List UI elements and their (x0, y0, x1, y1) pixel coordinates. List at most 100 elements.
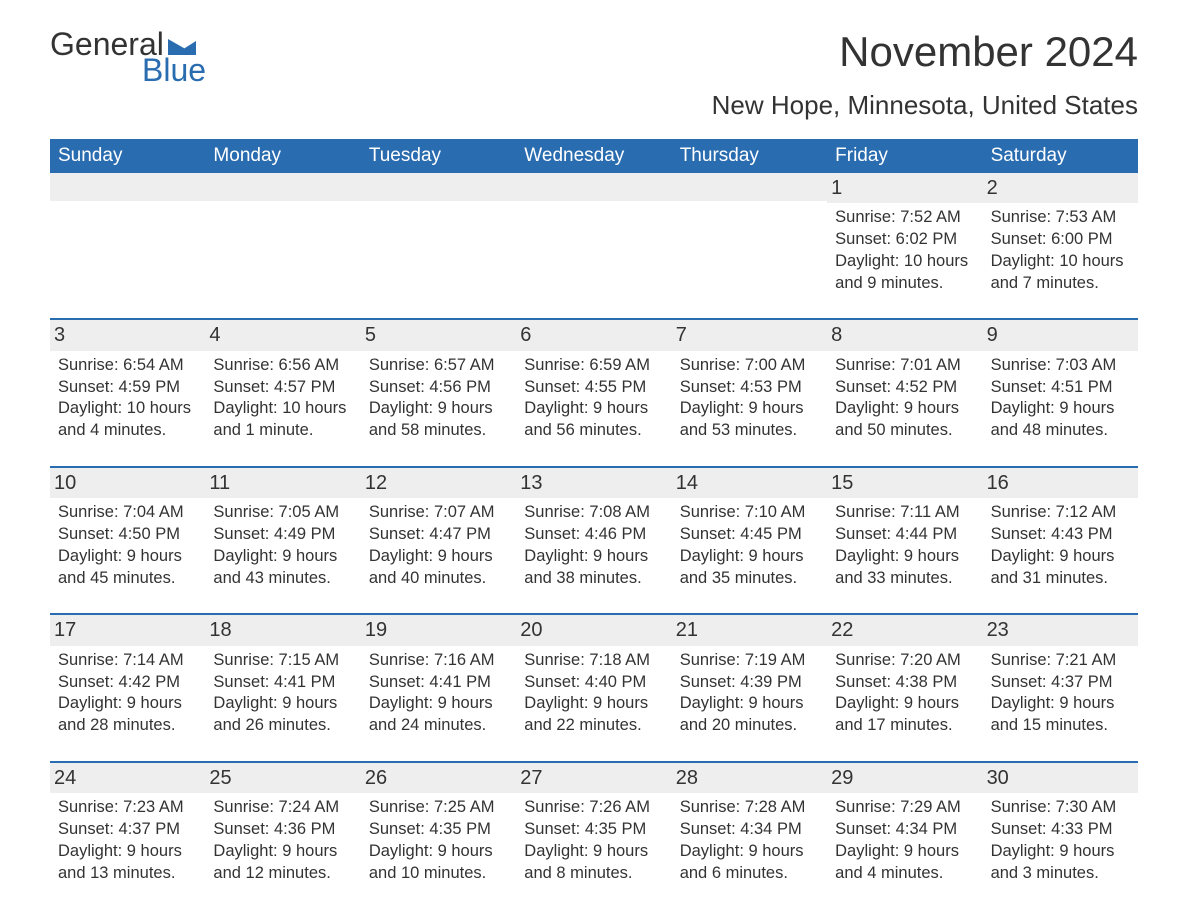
day-number: 23 (983, 615, 1138, 645)
sunset-text: Sunset: 4:44 PM (835, 524, 976, 546)
day-detail: Sunrise: 7:24 AMSunset: 4:36 PMDaylight:… (211, 797, 354, 884)
sunset-text: Sunset: 4:37 PM (58, 819, 199, 841)
day-number (516, 173, 671, 201)
title-block: November 2024 New Hope, Minnesota, Unite… (712, 28, 1138, 121)
day-cell: 30 Sunrise: 7:30 AMSunset: 4:33 PMDayligh… (983, 763, 1138, 898)
sunrise-text: Sunrise: 7:04 AM (58, 502, 199, 524)
week-row: 3 Sunrise: 6:54 AMSunset: 4:59 PMDaylight… (50, 318, 1138, 455)
day-cell: 22 Sunrise: 7:20 AMSunset: 4:38 PMDayligh… (827, 615, 982, 750)
day-detail: Sunrise: 7:16 AMSunset: 4:41 PMDaylight:… (367, 650, 510, 737)
sunset-text: Sunset: 4:35 PM (369, 819, 510, 841)
sunrise-text: Sunrise: 7:26 AM (524, 797, 665, 819)
sunset-text: Sunset: 4:55 PM (524, 377, 665, 399)
sunset-text: Sunset: 6:02 PM (835, 229, 976, 251)
daylight-text: Daylight: 9 hours and 4 minutes. (835, 841, 976, 885)
sunset-text: Sunset: 4:38 PM (835, 672, 976, 694)
sunrise-text: Sunrise: 6:56 AM (213, 355, 354, 377)
sunset-text: Sunset: 4:39 PM (680, 672, 821, 694)
sunrise-text: Sunrise: 7:20 AM (835, 650, 976, 672)
day-header-saturday: Saturday (983, 139, 1138, 173)
sunrise-text: Sunrise: 7:19 AM (680, 650, 821, 672)
day-cell: 1Sunrise: 7:52 AMSunset: 6:02 PMDaylight… (827, 173, 982, 308)
day-detail: Sunrise: 6:54 AMSunset: 4:59 PMDaylight:… (56, 355, 199, 442)
daylight-text: Daylight: 9 hours and 24 minutes. (369, 693, 510, 737)
day-cell: 16 Sunrise: 7:12 AMSunset: 4:43 PMDayligh… (983, 468, 1138, 603)
sunrise-text: Sunrise: 7:53 AM (991, 207, 1132, 229)
day-cell: 4Sunrise: 6:56 AMSunset: 4:57 PMDaylight… (205, 320, 360, 455)
sunset-text: Sunset: 4:37 PM (991, 672, 1132, 694)
day-cell: 15Sunrise: 7:11 AMSunset: 4:44 PMDayligh… (827, 468, 982, 603)
sunset-text: Sunset: 4:52 PM (835, 377, 976, 399)
day-detail: Sunrise: 7:29 AMSunset: 4:34 PMDaylight:… (833, 797, 976, 884)
day-cell: 9Sunrise: 7:03 AMSunset: 4:51 PMDaylight… (983, 320, 1138, 455)
day-cell: 8Sunrise: 7:01 AMSunset: 4:52 PMDaylight… (827, 320, 982, 455)
day-cell: 14Sunrise: 7:10 AMSunset: 4:45 PMDayligh… (672, 468, 827, 603)
daylight-text: Daylight: 9 hours and 22 minutes. (524, 693, 665, 737)
daylight-text: Daylight: 10 hours and 1 minute. (213, 398, 354, 442)
daylight-text: Daylight: 9 hours and 53 minutes. (680, 398, 821, 442)
day-number: 30 (983, 763, 1138, 793)
calendar: SundayMondayTuesdayWednesdayThursdayFrid… (50, 139, 1138, 898)
day-cell: 17Sunrise: 7:14 AMSunset: 4:42 PMDayligh… (50, 615, 205, 750)
sunrise-text: Sunrise: 7:11 AM (835, 502, 976, 524)
sunset-text: Sunset: 4:46 PM (524, 524, 665, 546)
day-cell: 29 Sunrise: 7:29 AMSunset: 4:34 PMDayligh… (827, 763, 982, 898)
day-number: 24 (50, 763, 205, 793)
sunrise-text: Sunrise: 6:57 AM (369, 355, 510, 377)
day-number: 10 (50, 468, 205, 498)
sunset-text: Sunset: 4:56 PM (369, 377, 510, 399)
day-detail: Sunrise: 7:30 AMSunset: 4:33 PMDaylight:… (989, 797, 1132, 884)
day-number: 26 (361, 763, 516, 793)
day-cell: 19 Sunrise: 7:16 AMSunset: 4:41 PMDayligh… (361, 615, 516, 750)
day-number: 3 (50, 320, 205, 350)
sunset-text: Sunset: 4:51 PM (991, 377, 1132, 399)
day-number: 27 (516, 763, 671, 793)
day-header-thursday: Thursday (672, 139, 827, 173)
day-detail: Sunrise: 7:10 AMSunset: 4:45 PMDaylight:… (678, 502, 821, 589)
day-number: 2 (983, 173, 1138, 203)
day-cell: 24Sunrise: 7:23 AMSunset: 4:37 PMDayligh… (50, 763, 205, 898)
day-cell: 28Sunrise: 7:28 AMSunset: 4:34 PMDayligh… (672, 763, 827, 898)
sunrise-text: Sunrise: 7:14 AM (58, 650, 199, 672)
sunset-text: Sunset: 4:40 PM (524, 672, 665, 694)
sunset-text: Sunset: 4:34 PM (835, 819, 976, 841)
daylight-text: Daylight: 10 hours and 9 minutes. (835, 251, 976, 295)
day-header-monday: Monday (205, 139, 360, 173)
day-cell-empty (516, 173, 671, 308)
sunrise-text: Sunrise: 7:23 AM (58, 797, 199, 819)
day-number: 12 (361, 468, 516, 498)
daylight-text: Daylight: 9 hours and 20 minutes. (680, 693, 821, 737)
day-cell-empty (50, 173, 205, 308)
day-number: 22 (827, 615, 982, 645)
day-number: 19 (361, 615, 516, 645)
day-number: 16 (983, 468, 1138, 498)
day-cell-empty (205, 173, 360, 308)
day-cell: 20Sunrise: 7:18 AMSunset: 4:40 PMDayligh… (516, 615, 671, 750)
sunrise-text: Sunrise: 7:12 AM (991, 502, 1132, 524)
day-number: 29 (827, 763, 982, 793)
sunset-text: Sunset: 6:00 PM (991, 229, 1132, 251)
week-row: 10Sunrise: 7:04 AMSunset: 4:50 PMDayligh… (50, 466, 1138, 603)
daylight-text: Daylight: 9 hours and 17 minutes. (835, 693, 976, 737)
sunrise-text: Sunrise: 7:30 AM (991, 797, 1132, 819)
sunrise-text: Sunrise: 7:07 AM (369, 502, 510, 524)
sunrise-text: Sunrise: 7:24 AM (213, 797, 354, 819)
sunset-text: Sunset: 4:36 PM (213, 819, 354, 841)
day-cell: 6Sunrise: 6:59 AMSunset: 4:55 PMDaylight… (516, 320, 671, 455)
day-detail: Sunrise: 7:25 AMSunset: 4:35 PMDaylight:… (367, 797, 510, 884)
sunset-text: Sunset: 4:41 PM (213, 672, 354, 694)
daylight-text: Daylight: 10 hours and 4 minutes. (58, 398, 199, 442)
daylight-text: Daylight: 9 hours and 33 minutes. (835, 546, 976, 590)
day-number: 8 (827, 320, 982, 350)
day-cell: 13Sunrise: 7:08 AMSunset: 4:46 PMDayligh… (516, 468, 671, 603)
sunrise-text: Sunrise: 7:21 AM (991, 650, 1132, 672)
day-detail: Sunrise: 7:12 AMSunset: 4:43 PMDaylight:… (989, 502, 1132, 589)
day-cell: 27Sunrise: 7:26 AMSunset: 4:35 PMDayligh… (516, 763, 671, 898)
day-number: 9 (983, 320, 1138, 350)
sunset-text: Sunset: 4:49 PM (213, 524, 354, 546)
daylight-text: Daylight: 9 hours and 50 minutes. (835, 398, 976, 442)
day-header-sunday: Sunday (50, 139, 205, 173)
day-number: 28 (672, 763, 827, 793)
location-text: New Hope, Minnesota, United States (712, 90, 1138, 121)
brand-blue-text: Blue (142, 54, 206, 86)
